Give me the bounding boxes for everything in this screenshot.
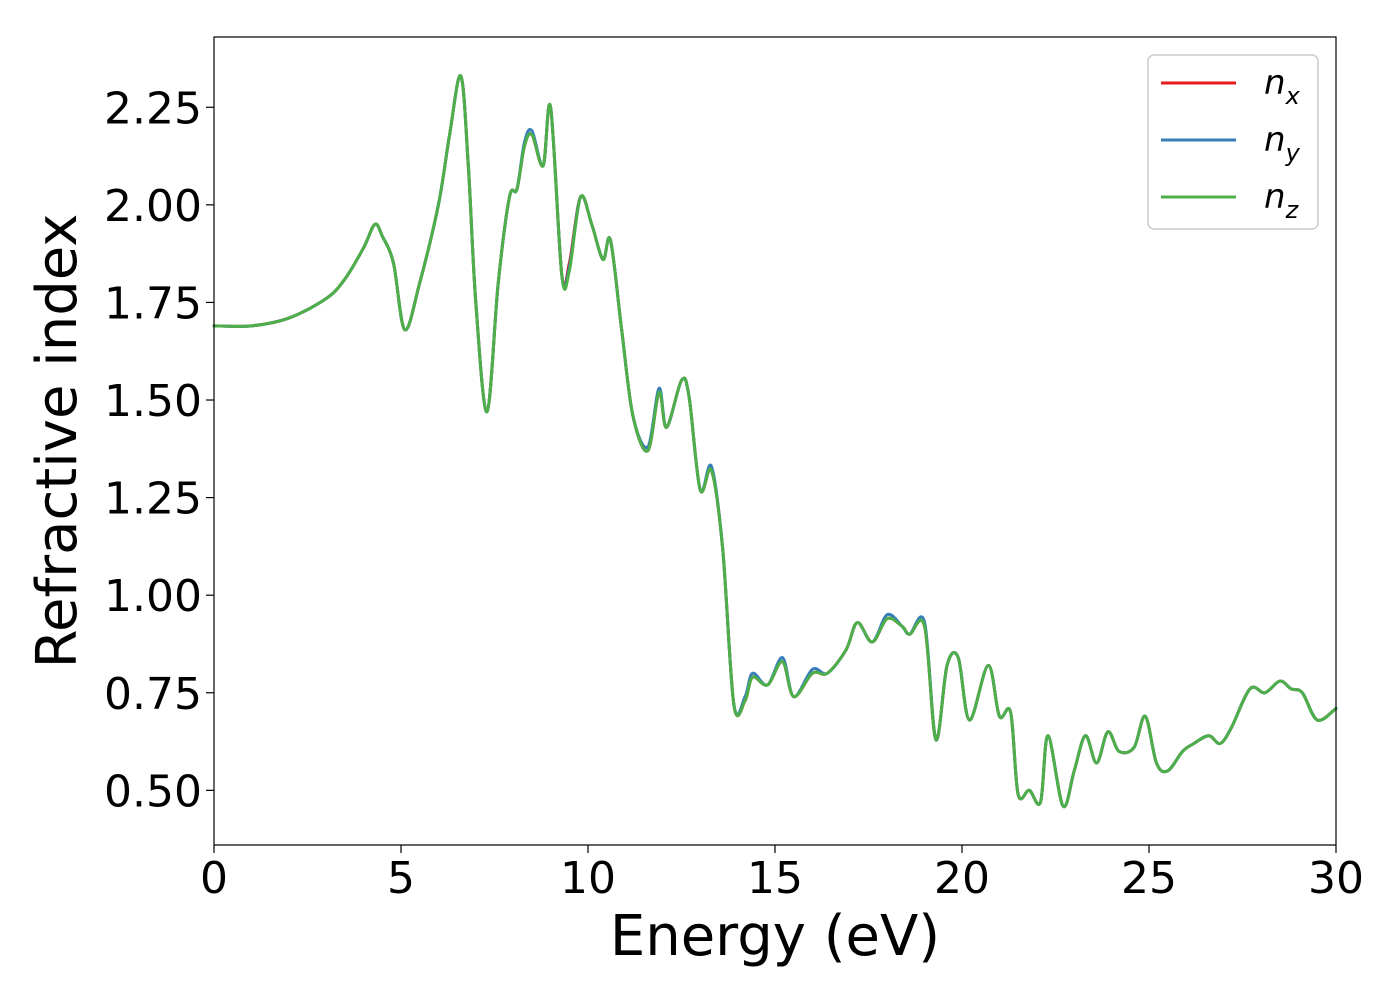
y-axis-ticks: 0.50 0.75 1.00 1.25 1.50 1.75 2.00 2.25 xyxy=(104,83,214,817)
y-tick-label: 0.75 xyxy=(104,669,202,720)
y-tick-label: 1.25 xyxy=(104,474,202,525)
y-axis-title: Refractive index xyxy=(25,214,90,669)
x-axis-ticks: 0 5 10 15 20 25 30 xyxy=(200,845,1364,904)
legend: nx ny nz xyxy=(1147,54,1319,230)
legend-box xyxy=(1147,54,1319,230)
x-tick-label: 25 xyxy=(1121,853,1177,904)
x-tick-label: 0 xyxy=(200,853,228,904)
x-tick-label: 5 xyxy=(387,853,415,904)
series-lines xyxy=(212,74,1338,809)
x-tick-label: 20 xyxy=(934,853,990,904)
y-tick-label: 1.50 xyxy=(104,376,202,427)
y-tick-label: 2.25 xyxy=(104,83,202,134)
x-axis-title: Energy (eV) xyxy=(610,904,940,969)
y-tick-label: 1.75 xyxy=(104,278,202,329)
x-tick-label: 15 xyxy=(747,853,803,904)
y-tick-label: 1.00 xyxy=(104,571,202,622)
legend-label-x: nx xyxy=(1264,63,1301,110)
y-tick-label: 2.00 xyxy=(104,181,202,232)
legend-label-z: nz xyxy=(1264,177,1300,224)
series-line-3 xyxy=(212,74,1338,809)
legend-label-y: ny xyxy=(1264,120,1301,167)
x-tick-label: 10 xyxy=(560,853,616,904)
x-tick-label: 30 xyxy=(1308,853,1364,904)
y-tick-label: 0.50 xyxy=(104,766,202,817)
